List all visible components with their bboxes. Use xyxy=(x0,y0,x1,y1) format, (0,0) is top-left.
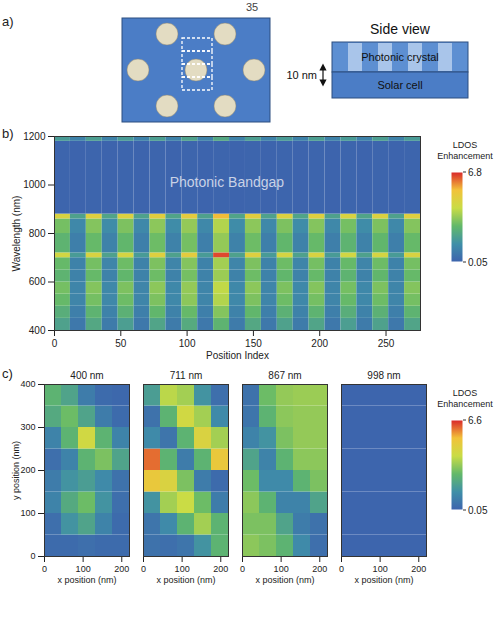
svg-text:600: 600 xyxy=(29,276,46,287)
svg-text:10 nm: 10 nm xyxy=(286,69,317,81)
svg-text:100: 100 xyxy=(373,564,388,574)
svg-text:6.8: 6.8 xyxy=(468,167,482,178)
svg-text:200: 200 xyxy=(114,564,129,574)
svg-text:Solar cell: Solar cell xyxy=(377,79,422,91)
svg-text:400: 400 xyxy=(20,379,35,389)
svg-text:998 nm: 998 nm xyxy=(367,370,400,381)
svg-text:200: 200 xyxy=(312,564,327,574)
svg-text:0.05: 0.05 xyxy=(468,505,488,516)
svg-text:200: 200 xyxy=(213,564,228,574)
svg-text:400 nm: 400 nm xyxy=(70,370,103,381)
svg-text:0: 0 xyxy=(141,564,146,574)
svg-text:Photonic Bandgap: Photonic Bandgap xyxy=(170,174,285,190)
html-text:LDOS Enhancement: LDOS Enhancement xyxy=(437,140,493,161)
svg-text:200: 200 xyxy=(311,338,328,349)
svg-text:800: 800 xyxy=(29,228,46,239)
svg-text:Wavelength (nm): Wavelength (nm) xyxy=(11,196,22,272)
svg-text:711 nm: 711 nm xyxy=(170,370,203,381)
svg-text:1000: 1000 xyxy=(23,179,46,190)
svg-text:Photonic crystal: Photonic crystal xyxy=(361,51,439,63)
svg-text:0: 0 xyxy=(240,564,245,574)
svg-text:50: 50 xyxy=(115,338,127,349)
svg-text:100: 100 xyxy=(175,564,190,574)
svg-text:x position (nm): x position (nm) xyxy=(156,575,215,585)
svg-text:150: 150 xyxy=(245,338,262,349)
svg-text:0: 0 xyxy=(339,564,344,574)
svg-text:867 nm: 867 nm xyxy=(268,370,301,381)
html-text:35: 35 xyxy=(245,1,259,13)
svg-text:Position Index: Position Index xyxy=(206,350,269,361)
svg-text:100: 100 xyxy=(179,338,196,349)
svg-text:0.05: 0.05 xyxy=(468,257,488,268)
html-text:c): c) xyxy=(2,366,13,381)
svg-text:100: 100 xyxy=(76,564,91,574)
svg-text:250: 250 xyxy=(378,338,395,349)
svg-text:0: 0 xyxy=(52,338,58,349)
svg-text:x position (nm): x position (nm) xyxy=(354,575,413,585)
svg-text:0: 0 xyxy=(30,551,35,561)
svg-text:y position (nm): y position (nm) xyxy=(11,441,21,500)
html-text:LDOS Enhancement: LDOS Enhancement xyxy=(437,388,493,409)
svg-text:Side view: Side view xyxy=(370,21,431,37)
svg-text:x position (nm): x position (nm) xyxy=(255,575,314,585)
svg-text:200: 200 xyxy=(20,465,35,475)
svg-text:6.6: 6.6 xyxy=(468,415,482,426)
html-text:a): a) xyxy=(2,14,14,29)
svg-text:400: 400 xyxy=(29,325,46,336)
html-text:b): b) xyxy=(2,126,14,141)
svg-text:300: 300 xyxy=(20,422,35,432)
svg-text:100: 100 xyxy=(274,564,289,574)
svg-text:100: 100 xyxy=(20,508,35,518)
svg-text:0: 0 xyxy=(42,564,47,574)
svg-text:1200: 1200 xyxy=(23,131,46,142)
svg-text:200: 200 xyxy=(411,564,426,574)
svg-text:x position (nm): x position (nm) xyxy=(57,575,116,585)
